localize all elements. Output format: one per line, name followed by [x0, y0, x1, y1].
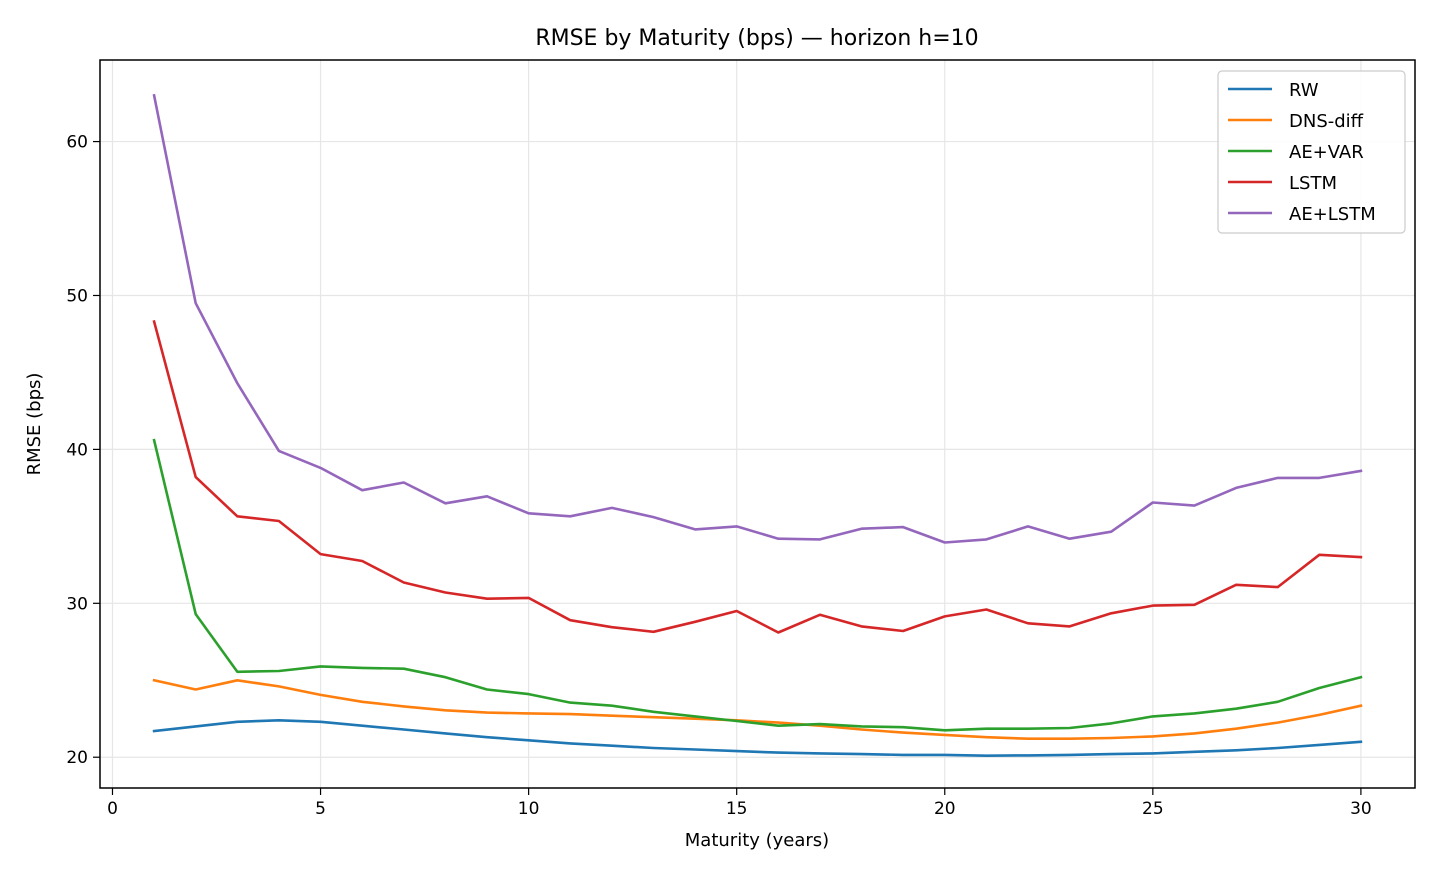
y-tick-label: 20: [66, 748, 88, 768]
plot-frame: [99, 59, 1416, 789]
legend-label: RW: [1289, 80, 1319, 101]
x-tick-label: 0: [107, 799, 118, 819]
series-lines: [152, 93, 1363, 758]
series-line-dns-diff: [152, 678, 1363, 741]
series-line-ae-var: [152, 438, 1363, 732]
grid: [100, 60, 1415, 788]
legend-label: AE+LSTM: [1289, 204, 1376, 225]
legend-box: [1217, 70, 1406, 234]
y-tick-label: 60: [66, 133, 88, 153]
legend-label: LSTM: [1289, 173, 1337, 194]
series-line-lstm: [152, 320, 1363, 634]
legend-label: AE+VAR: [1289, 142, 1364, 163]
legend-item-ae-lstm: AE+LSTM: [1228, 204, 1376, 225]
x-tick-label: 15: [726, 799, 748, 819]
series-line-rw: [152, 718, 1363, 758]
legend-item-ae-var: AE+VAR: [1228, 142, 1364, 163]
y-axis: 20 30 40 50 60: [66, 133, 100, 768]
chart-title: RMSE by Maturity (bps) — horizon h=10: [535, 26, 978, 51]
x-tick-label: 10: [518, 799, 540, 819]
legend-item-dns-diff: DNS-diff: [1228, 111, 1364, 132]
x-tick-label: 20: [934, 799, 956, 819]
legend-item-lstm: LSTM: [1228, 173, 1337, 194]
legend-item-rw: RW: [1228, 80, 1319, 101]
y-tick-label: 50: [66, 286, 88, 306]
x-tick-label: 25: [1142, 799, 1164, 819]
y-axis-label: RMSE (bps): [24, 373, 45, 476]
x-axis-label: Maturity (years): [685, 830, 829, 851]
legend-label: DNS-diff: [1289, 111, 1364, 132]
x-tick-label: 30: [1350, 799, 1372, 819]
y-tick-label: 30: [66, 594, 88, 614]
x-tick-label: 5: [315, 799, 326, 819]
legend: RW DNS-diff AE+VAR LSTM AE+LSTM: [1217, 70, 1406, 234]
series-line-ae-lstm: [152, 93, 1363, 544]
y-tick-label: 40: [66, 440, 88, 460]
x-axis: 0 5 10 15 20 25 30: [107, 788, 1372, 819]
